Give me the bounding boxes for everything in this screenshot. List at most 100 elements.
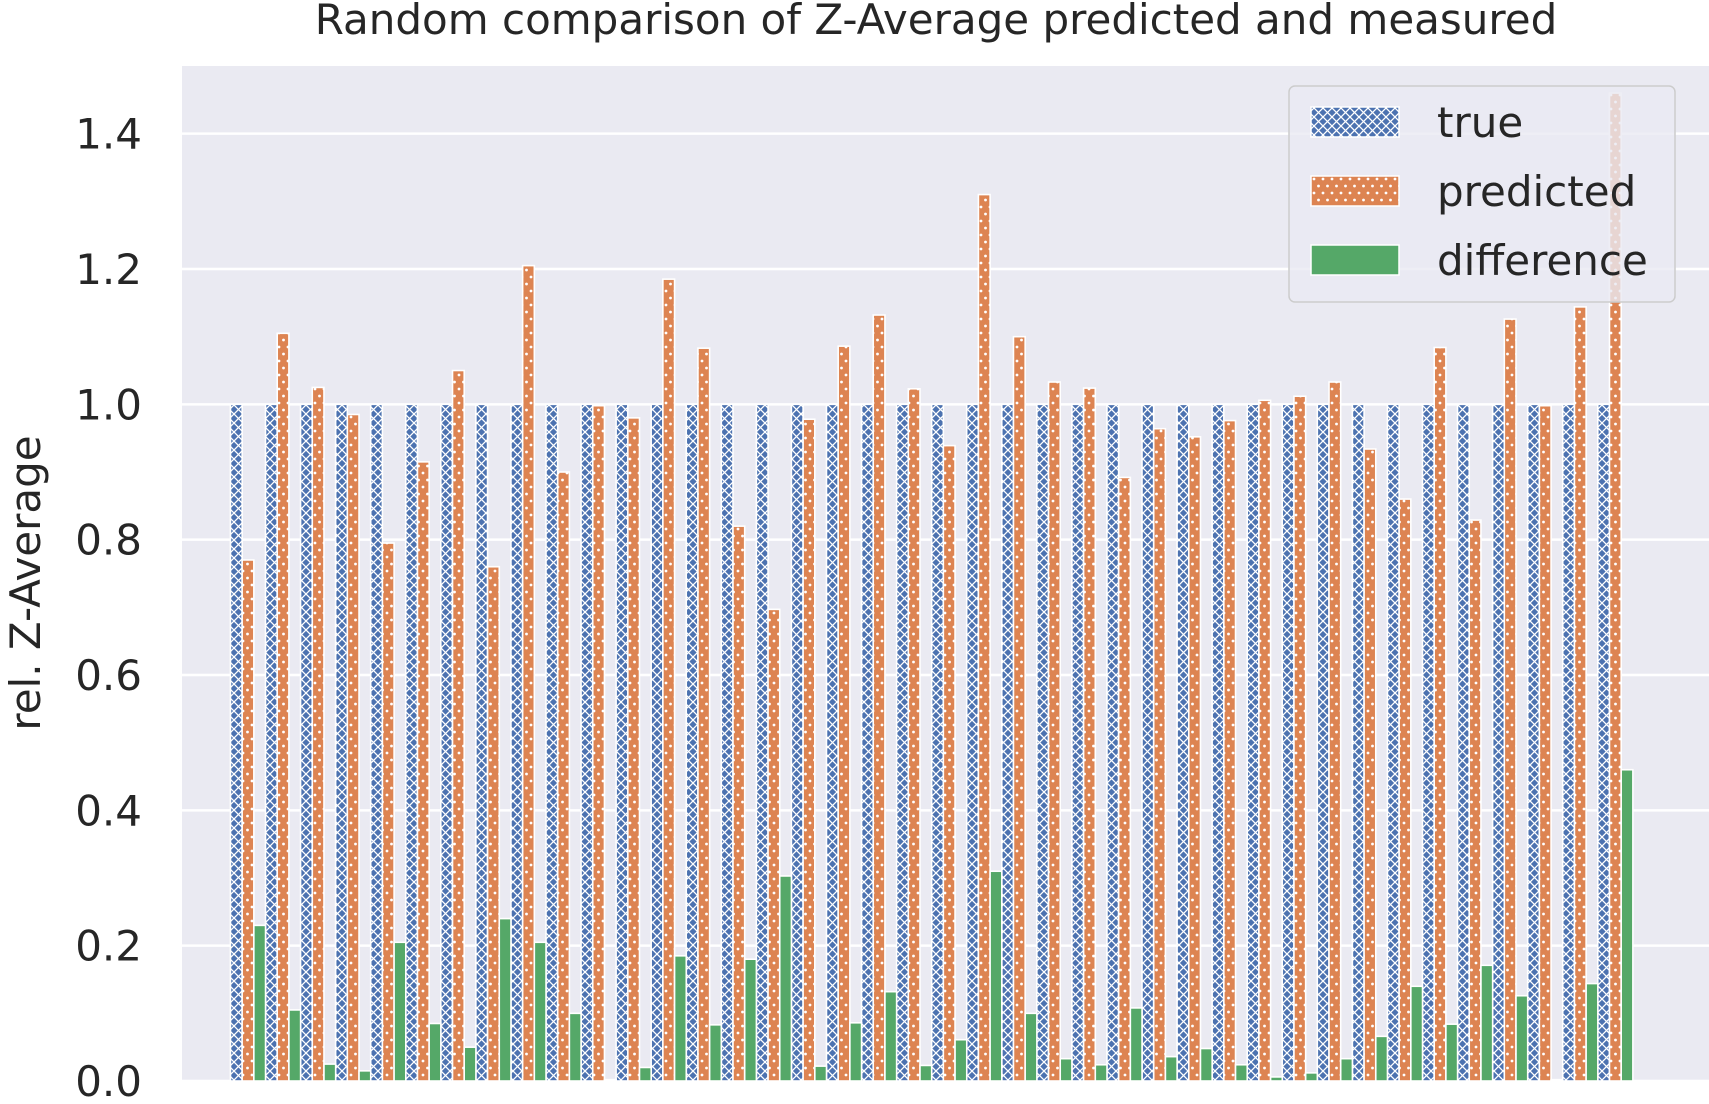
bar-predicted: [416, 461, 430, 1082]
y-tick-label: 1.2: [75, 245, 142, 294]
y-tick-label: 0.6: [75, 651, 142, 700]
bar-true: [1141, 403, 1155, 1082]
bar-predicted: [1398, 498, 1412, 1082]
legend-items: true predicted difference: [1310, 98, 1648, 285]
bar-difference: [849, 1022, 863, 1082]
bar-difference: [1339, 1057, 1354, 1082]
bar-predicted: [767, 608, 781, 1082]
bar-difference: [1059, 1057, 1073, 1082]
bar-difference: [393, 941, 407, 1082]
legend: true predicted difference: [1288, 85, 1676, 303]
bar-difference: [463, 1046, 477, 1082]
bar-predicted: [276, 332, 290, 1082]
bar-difference: [638, 1066, 653, 1082]
bar-difference: [288, 1009, 302, 1082]
bar-true: [334, 403, 349, 1082]
bar-predicted: [872, 314, 886, 1082]
legend-label-true: true: [1437, 98, 1523, 147]
bar-predicted: [451, 369, 466, 1082]
bar-difference: [1480, 964, 1494, 1082]
bar-predicted: [346, 413, 360, 1082]
y-tick-label: 0.4: [75, 786, 142, 835]
bar-difference: [708, 1024, 723, 1082]
bar-true: [825, 403, 839, 1082]
y-tick-label: 0.8: [75, 516, 142, 565]
bar-predicted: [381, 542, 395, 1082]
bar-true: [1351, 403, 1365, 1082]
bar-difference: [1234, 1063, 1249, 1082]
y-tick-labels: 0.0 0.2 0.4 0.6 0.8 1.0 1.2 1.4: [75, 110, 142, 1104]
bar-predicted: [556, 471, 571, 1082]
bar-difference: [323, 1063, 337, 1082]
bar-difference: [1445, 1023, 1459, 1082]
bar-difference: [1515, 994, 1529, 1082]
bar-true: [1281, 403, 1295, 1082]
bar-true: [755, 403, 769, 1082]
bar-predicted: [802, 418, 816, 1082]
bar-true: [965, 403, 980, 1082]
bar-true: [404, 403, 419, 1082]
bar-difference: [1199, 1047, 1213, 1082]
bar-predicted: [837, 345, 851, 1082]
bar-difference: [989, 870, 1003, 1082]
bar-difference: [358, 1070, 372, 1082]
bar-predicted: [1573, 306, 1587, 1082]
bar-true: [1246, 403, 1260, 1082]
bar-true: [1596, 403, 1611, 1082]
bar-difference: [428, 1022, 442, 1082]
bar-true: [510, 403, 524, 1082]
bar-predicted: [1082, 387, 1097, 1082]
bar-predicted: [521, 264, 536, 1082]
legend-label-difference: difference: [1437, 236, 1648, 285]
bar-true: [545, 403, 559, 1082]
bar-predicted: [1363, 448, 1377, 1082]
bar-true: [930, 403, 945, 1082]
bar-predicted: [1012, 335, 1026, 1082]
bar-difference: [1024, 1012, 1038, 1082]
bar-predicted: [627, 417, 641, 1082]
bar-true: [440, 403, 454, 1082]
bar-true: [580, 403, 594, 1082]
bars: [229, 92, 1634, 1082]
bar-true: [895, 403, 910, 1082]
bar-predicted: [1223, 419, 1237, 1082]
bar-true: [860, 403, 875, 1082]
bar-true: [1036, 403, 1050, 1082]
bar-true: [369, 403, 384, 1082]
bar-difference: [954, 1038, 968, 1082]
bar-difference: [1269, 1076, 1284, 1082]
bar-true: [1106, 403, 1120, 1082]
bar-predicted: [591, 404, 606, 1082]
bar-difference: [1585, 982, 1599, 1082]
bar-true: [720, 403, 734, 1082]
bar-predicted: [1468, 519, 1482, 1082]
bar-true: [615, 403, 629, 1082]
legend-swatch-true: [1310, 106, 1400, 138]
legend-swatch-predicted: [1310, 175, 1400, 207]
bar-difference: [778, 875, 793, 1082]
bar-true: [1176, 403, 1190, 1082]
bar-difference: [673, 955, 688, 1082]
bar-predicted: [486, 565, 501, 1082]
bar-true: [1491, 403, 1506, 1082]
bar-true: [1421, 403, 1435, 1082]
bar-predicted: [697, 347, 711, 1082]
bar-predicted: [1187, 436, 1202, 1082]
bar-predicted: [1293, 395, 1307, 1082]
bar-true: [1386, 403, 1400, 1082]
bar-predicted: [241, 559, 255, 1082]
y-tick-label: 0.2: [75, 922, 142, 971]
bar-true: [1211, 403, 1225, 1082]
bar-true: [229, 403, 243, 1082]
legend-label-predicted: predicted: [1437, 167, 1636, 216]
bar-difference: [1410, 985, 1424, 1082]
bar-true: [264, 403, 279, 1082]
bar-predicted: [1503, 318, 1517, 1082]
bar-true: [685, 403, 699, 1082]
bar-true: [1526, 403, 1541, 1082]
bar-difference: [1304, 1072, 1319, 1082]
bar-difference: [1550, 1078, 1564, 1082]
y-axis-label: rel. Z-Average: [1, 435, 50, 730]
bar-difference: [568, 1012, 582, 1082]
